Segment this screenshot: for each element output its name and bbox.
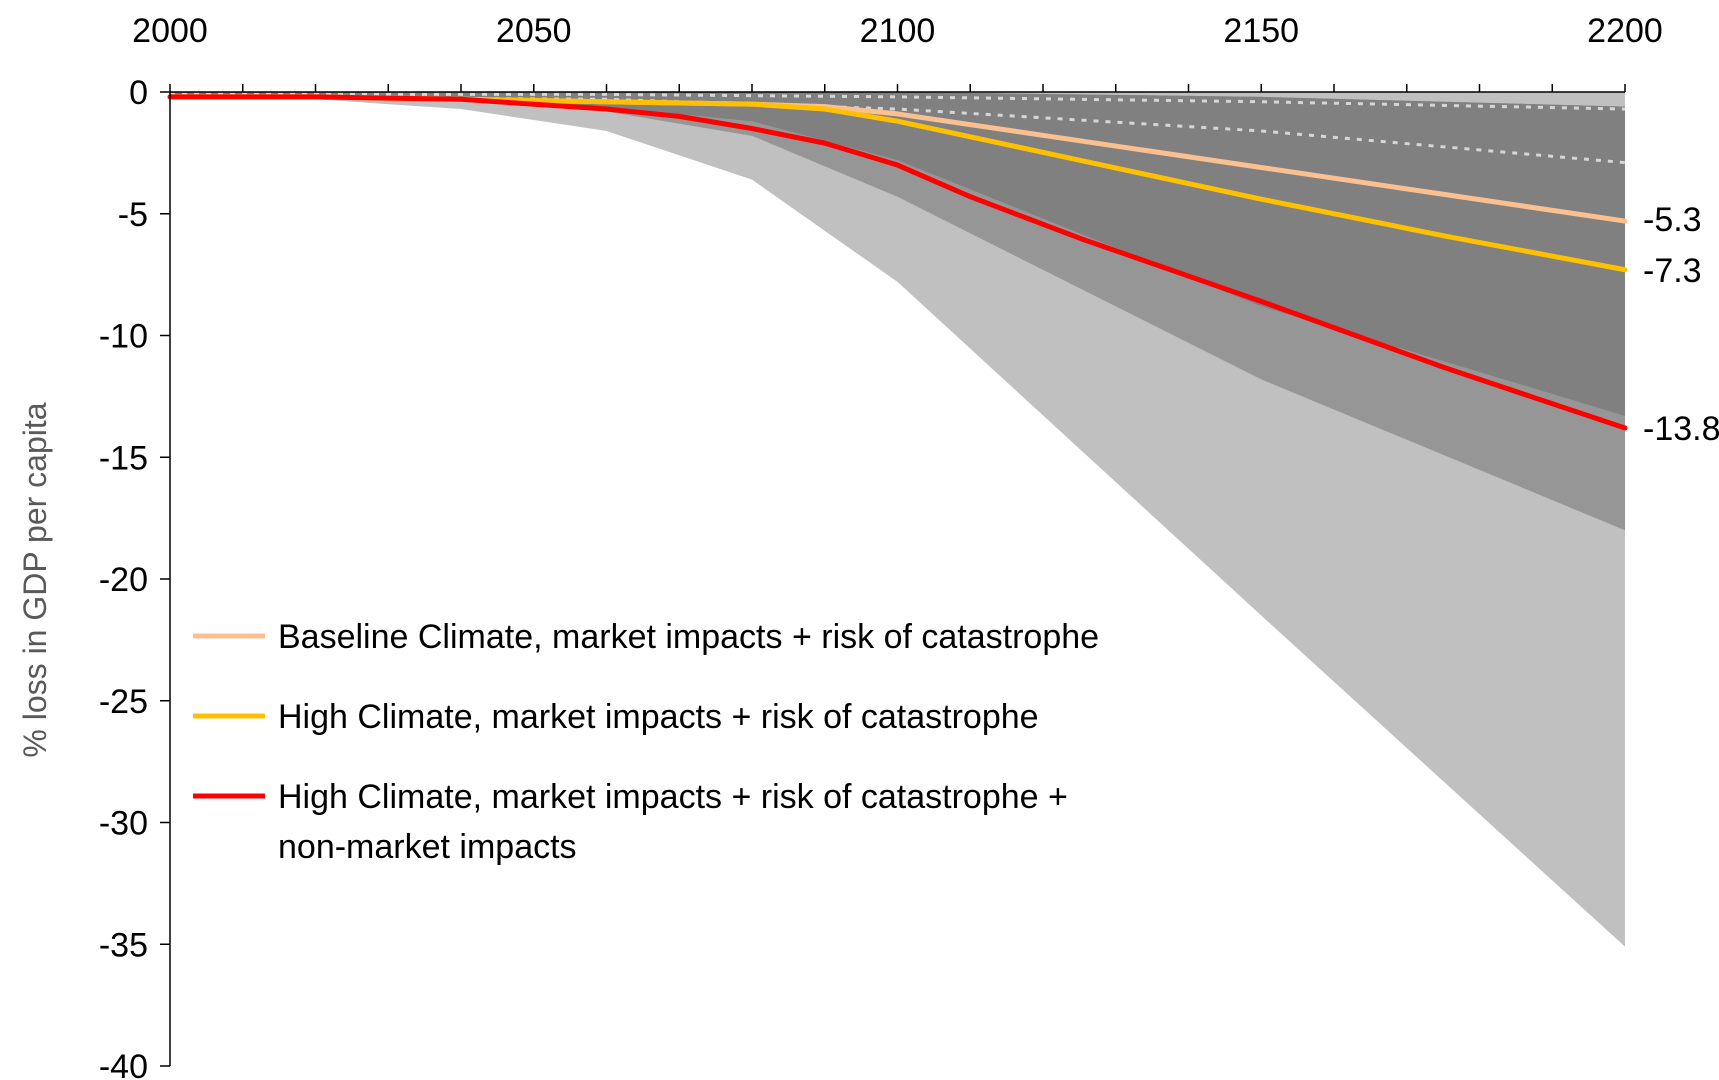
x-tick-label: 2150 (1223, 12, 1299, 50)
y-tick-label: 0 (129, 74, 148, 112)
series-lines (167, 94, 1628, 431)
series-line-3 (167, 94, 1628, 431)
legend-label: Baseline Climate, market impacts + risk … (278, 618, 1099, 656)
legend-label: High Climate, market impacts + risk of c… (278, 698, 1039, 736)
end-value-label: -5.3 (1643, 201, 1702, 239)
x-tick-label: 2050 (496, 12, 572, 50)
uncertainty-bands (170, 92, 1625, 947)
y-tick-label: -30 (99, 805, 148, 843)
end-labels: -5.3 -7.3 -13.8 (1643, 201, 1719, 448)
y-tick-label: -15 (99, 439, 148, 477)
legend-label: non-market impacts (278, 828, 577, 866)
dotted-line-1 (170, 92, 1626, 111)
end-value-label: -7.3 (1643, 252, 1702, 290)
uncertainty-band-3 (170, 92, 1625, 416)
axes: 2000 2050 2100 2150 2200 0 -5 -10 -15 -20 -25 -30 -3… (17, 12, 1663, 1080)
y-tick-label: -25 (99, 683, 148, 721)
legend-label: High Climate, market impacts + risk of c… (278, 778, 1068, 816)
x-tick-label: 2100 (860, 12, 936, 50)
x-tick-label: 2200 (1587, 12, 1663, 50)
y-tick-label: -5 (118, 196, 148, 234)
y-tick-label: -40 (99, 1048, 148, 1080)
x-tick-label: 2000 (132, 12, 208, 50)
y-axis-title: % loss in GDP per capita (17, 402, 53, 757)
y-tick-label: -10 (99, 318, 148, 356)
y-tick-label: -35 (99, 926, 148, 964)
y-tick-label: -20 (99, 561, 148, 599)
legend: Baseline Climate, market impacts + risk … (193, 618, 1099, 866)
end-value-label: -13.8 (1643, 410, 1719, 448)
